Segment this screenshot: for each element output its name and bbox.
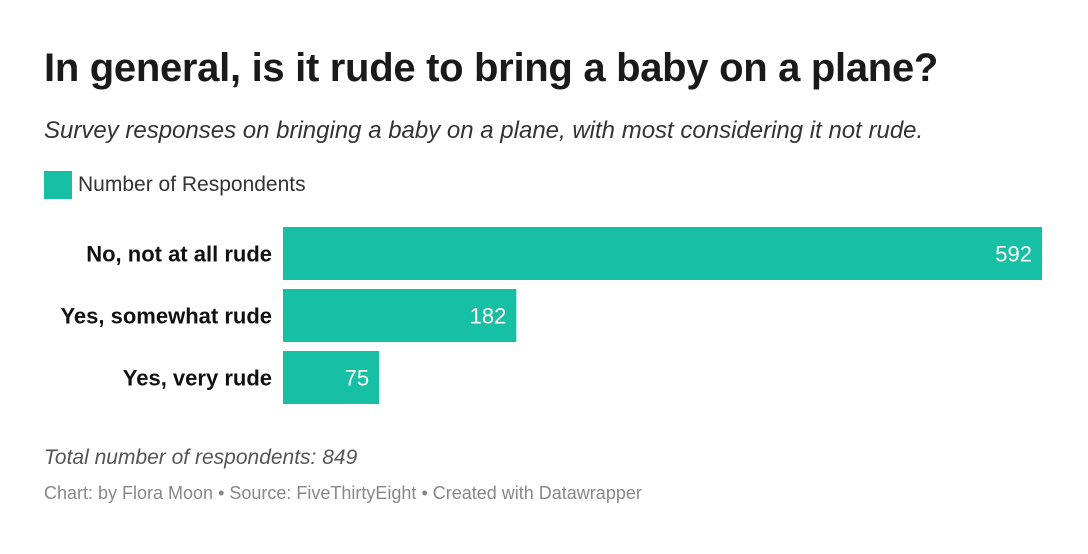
chart-note: Total number of respondents: 849	[44, 446, 358, 469]
value-label-3: 75	[345, 366, 369, 391]
legend: Number of Respondents	[44, 171, 306, 199]
category-label-1: No, not at all rude	[86, 242, 272, 267]
chart-footer: Chart: by Flora Moon • Source: FiveThirt…	[44, 483, 642, 503]
chart-title: In general, is it rude to bring a baby o…	[44, 46, 939, 90]
category-label-3: Yes, very rude	[123, 366, 272, 391]
legend-label: Number of Respondents	[78, 173, 306, 196]
bar-2	[283, 289, 517, 342]
chart-subtitle: Survey responses on bringing a baby on a…	[44, 117, 924, 144]
bar-3	[283, 351, 380, 404]
legend-swatch	[44, 171, 72, 199]
value-label-2: 182	[470, 304, 507, 329]
category-label-2: Yes, somewhat rude	[60, 304, 272, 329]
bar-1	[283, 227, 1042, 280]
value-label-1: 592	[995, 242, 1032, 267]
